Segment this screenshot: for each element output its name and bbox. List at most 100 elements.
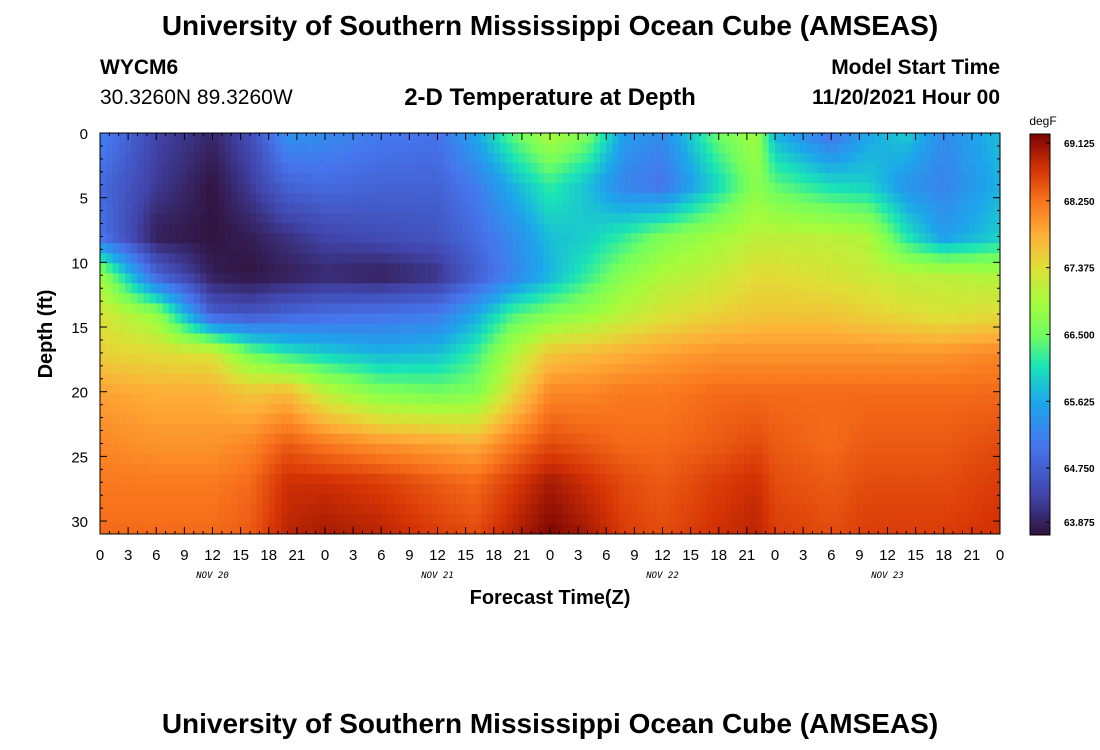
heatmap-cell (443, 383, 451, 395)
heatmap-cell (675, 173, 682, 184)
heatmap-cell (162, 303, 170, 315)
heatmap-cell (900, 213, 907, 224)
heatmap-cell (406, 293, 414, 305)
heatmap-cell (431, 133, 439, 144)
heatmap-cell (356, 243, 364, 254)
heatmap-cell (943, 403, 951, 415)
heatmap-cell (212, 413, 220, 425)
heatmap-cell (668, 363, 676, 375)
heatmap-cell (425, 293, 432, 305)
heatmap-cell (256, 143, 264, 154)
heatmap-cell (143, 263, 151, 274)
heatmap-cell (500, 413, 507, 425)
heatmap-cell (306, 473, 314, 485)
heatmap-cell (568, 313, 576, 325)
heatmap-cell (906, 233, 914, 244)
heatmap-cell (156, 183, 164, 194)
heatmap-cell (787, 263, 795, 274)
heatmap-cell (956, 303, 964, 315)
heatmap-cell (187, 193, 195, 204)
heatmap-cell (968, 443, 976, 455)
heatmap-cell (350, 283, 357, 294)
heatmap-cell (550, 273, 557, 284)
heatmap-cell (575, 393, 582, 405)
heatmap-cell (412, 363, 420, 375)
heatmap-cell (362, 183, 370, 194)
heatmap-cell (868, 423, 876, 435)
heatmap-cell (768, 213, 776, 224)
heatmap-cell (468, 353, 476, 365)
heatmap-cell (862, 303, 870, 315)
heatmap-cell (587, 473, 595, 485)
heatmap-cell (887, 403, 895, 415)
heatmap-cell (206, 223, 214, 234)
heatmap-cell (343, 373, 351, 385)
heatmap-cell (725, 143, 732, 154)
heatmap-cell (550, 233, 557, 244)
heatmap-cell (262, 293, 270, 305)
heatmap-cell (300, 413, 307, 425)
heatmap-cell (712, 273, 720, 284)
heatmap-cell (962, 283, 970, 294)
heatmap-cell (425, 253, 432, 264)
heatmap-cell (637, 393, 645, 405)
heatmap-cell (512, 163, 520, 174)
heatmap-cell (500, 363, 507, 375)
heatmap-cell (362, 323, 370, 335)
heatmap-cell (887, 223, 895, 234)
heatmap-cell (731, 403, 739, 415)
heatmap-cell (212, 343, 220, 355)
heatmap-cell (956, 433, 964, 445)
heatmap-cell (225, 133, 232, 144)
heatmap-cell (843, 463, 851, 475)
heatmap-cell (418, 413, 426, 425)
heatmap-cell (425, 273, 432, 284)
heatmap-cell (706, 203, 714, 214)
heatmap-cell (993, 263, 1000, 274)
heatmap-cell (300, 403, 307, 415)
heatmap-cell (593, 153, 601, 164)
heatmap-cell (762, 133, 770, 144)
heatmap-cell (975, 413, 982, 425)
heatmap-cell (106, 193, 114, 204)
heatmap-cell (843, 133, 851, 144)
heatmap-cell (681, 343, 689, 355)
heatmap-cell (312, 253, 320, 264)
heatmap-cell (368, 443, 376, 455)
heatmap-cell (750, 173, 757, 184)
heatmap-cell (162, 353, 170, 365)
heatmap-cell (831, 253, 839, 264)
heatmap-cell (693, 353, 701, 365)
heatmap-cell (818, 353, 826, 365)
heatmap-cell (506, 393, 514, 405)
heatmap-cell (937, 183, 945, 194)
heatmap-cell (106, 213, 114, 224)
heatmap-cell (568, 353, 576, 365)
heatmap-cell (631, 243, 639, 254)
heatmap-cell (475, 353, 482, 365)
heatmap-cell (206, 203, 214, 214)
heatmap-cell (893, 313, 901, 325)
heatmap-cell (731, 243, 739, 254)
heatmap-cell (906, 443, 914, 455)
heatmap-cell (575, 173, 582, 184)
heatmap-cell (556, 423, 564, 435)
heatmap-cell (318, 443, 326, 455)
heatmap-cell (281, 353, 289, 365)
heatmap-cell (781, 383, 789, 395)
heatmap-cell (831, 303, 839, 315)
heatmap-cell (968, 313, 976, 325)
heatmap-cell (231, 203, 239, 214)
heatmap-cell (418, 243, 426, 254)
heatmap-cell (418, 183, 426, 194)
heatmap-cell (750, 463, 757, 475)
heatmap-cell (356, 313, 364, 325)
heatmap-cell (481, 273, 489, 284)
heatmap-cell (606, 223, 614, 234)
heatmap-cell (225, 443, 232, 455)
heatmap-cell (962, 213, 970, 224)
heatmap-cell (675, 183, 682, 194)
heatmap-cell (250, 263, 257, 274)
heatmap-cell (787, 333, 795, 345)
heatmap-cell (375, 423, 382, 435)
